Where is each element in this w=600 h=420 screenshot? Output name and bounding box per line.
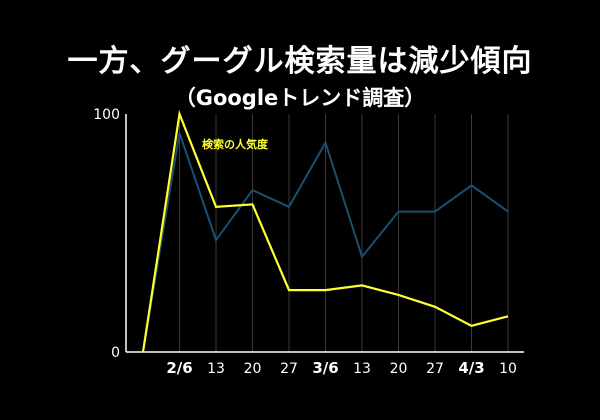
- annotation-label: 検索の人気度: [202, 137, 269, 151]
- grid-lines: [179, 114, 509, 352]
- y-tick-label: 100: [93, 107, 120, 123]
- chart-subtitle: （Googleトレンド調査）: [174, 86, 426, 110]
- x-tick-label: 13: [353, 361, 371, 377]
- x-tick-label: 2/6: [166, 359, 192, 377]
- x-tick-label: 27: [280, 361, 298, 377]
- series-line-2: [141, 109, 509, 353]
- x-tick-label: 4/3: [458, 359, 484, 377]
- y-tick-label: 0: [111, 345, 120, 361]
- series-lines: [141, 109, 509, 353]
- x-tick-labels: 2/6 13 20 27 3/6 13 20 27 4/3 10: [166, 359, 517, 377]
- x-tick-label: 20: [244, 361, 262, 377]
- y-tick-labels: 100 0: [93, 107, 120, 361]
- x-tick-label: 3/6: [312, 359, 338, 377]
- x-tick-label: 10: [499, 361, 517, 377]
- series-line-1: [142, 132, 509, 353]
- x-tick-label: 20: [390, 361, 408, 377]
- x-tick-label: 27: [426, 361, 444, 377]
- x-tick-label: 13: [207, 361, 225, 377]
- axes: [125, 114, 524, 353]
- chart-title: 一方、グーグル検索量は減少傾向: [67, 44, 533, 79]
